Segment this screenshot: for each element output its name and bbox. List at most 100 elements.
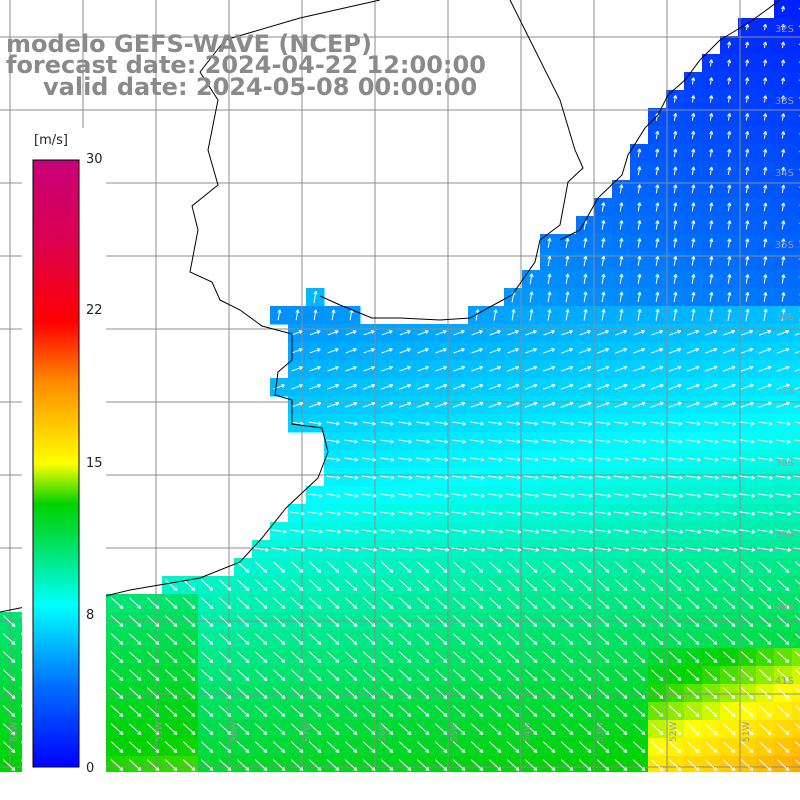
wind-arrow <box>547 273 552 285</box>
wind-arrow <box>667 511 684 516</box>
wind-arrow <box>709 202 714 212</box>
wind-arrow <box>727 256 732 266</box>
wind-arrow <box>547 255 552 267</box>
colorbar <box>22 128 106 778</box>
wind-arrow <box>398 421 412 426</box>
wind-arrow <box>595 475 611 480</box>
wind-arrow <box>362 633 376 645</box>
wind-arrow <box>721 547 738 552</box>
wind-arrow <box>398 579 412 591</box>
wind-arrow <box>781 131 786 139</box>
wind-cell <box>792 288 800 307</box>
wind-arrow <box>578 741 592 753</box>
wind-arrow <box>744 23 750 31</box>
wind-arrow <box>416 705 430 717</box>
wind-arrow <box>667 529 684 534</box>
wind-arrow <box>524 705 538 717</box>
wind-arrow <box>668 651 682 663</box>
wind-arrow <box>667 547 684 552</box>
wind-arrow <box>541 475 557 480</box>
wind-arrow <box>182 741 196 753</box>
wind-arrow <box>451 475 467 480</box>
wind-arrow <box>758 723 772 735</box>
wind-arrow <box>794 759 800 765</box>
wind-arrow <box>524 579 538 591</box>
wind-arrow <box>434 457 449 462</box>
wind-arrow <box>542 365 556 372</box>
wind-arrow <box>704 401 718 408</box>
wind-arrow <box>277 309 282 321</box>
wind-arrow <box>506 439 521 444</box>
wind-cell <box>792 126 800 145</box>
wind-arrow <box>631 529 648 534</box>
wind-arrow <box>757 457 773 462</box>
wind-arrow <box>524 421 538 426</box>
wind-arrow <box>344 439 358 444</box>
wind-cell <box>792 756 800 775</box>
wind-arrow <box>704 561 718 573</box>
wind-arrow <box>637 202 642 212</box>
wind-arrow <box>254 597 268 609</box>
wind-arrow <box>434 687 448 699</box>
wind-arrow <box>434 669 448 681</box>
wind-arrow <box>601 255 606 266</box>
wind-arrow <box>632 705 646 717</box>
wind-arrow <box>745 77 750 85</box>
wind-arrow <box>776 687 790 699</box>
wind-arrow <box>596 741 610 753</box>
wind-arrow <box>740 561 754 573</box>
wind-arrow <box>775 547 792 552</box>
wind-arrow <box>309 348 321 354</box>
wind-arrow <box>309 401 322 408</box>
wind-arrow <box>691 77 696 85</box>
wind-arrow <box>272 561 286 573</box>
wind-arrow <box>650 579 664 591</box>
wind-arrow <box>709 291 714 302</box>
wind-arrow <box>596 615 610 627</box>
wind-arrow <box>110 741 124 753</box>
wind-arrow <box>596 633 610 645</box>
wind-arrow <box>290 579 304 591</box>
wind-arrow <box>182 705 196 717</box>
wind-arrow <box>709 184 714 194</box>
wind-arrow <box>470 669 484 681</box>
wind-arrow <box>254 705 268 717</box>
wind-arrow <box>128 615 142 627</box>
wind-arrow <box>601 273 606 285</box>
wind-cell <box>792 450 800 469</box>
wind-arrow <box>164 687 178 699</box>
wind-arrow <box>309 383 322 390</box>
wind-arrow <box>200 723 214 735</box>
wind-arrow <box>542 615 556 627</box>
wind-arrow <box>380 579 394 591</box>
wind-arrow <box>758 633 772 645</box>
wind-arrow <box>619 202 624 212</box>
wind-arrow <box>507 330 519 336</box>
wind-arrow <box>596 705 610 717</box>
wind-arrow <box>488 705 502 717</box>
wind-arrow <box>560 401 574 408</box>
wind-arrow <box>470 759 484 771</box>
wind-arrow <box>560 723 574 735</box>
wind-arrow <box>794 561 800 567</box>
wind-arrow <box>669 329 682 336</box>
wind-arrow <box>667 457 683 462</box>
wind-arrow <box>595 493 611 498</box>
wind-arrow <box>722 759 736 771</box>
wind-arrow <box>781 292 786 302</box>
wind-arrow <box>739 475 755 480</box>
wind-arrow <box>740 687 754 699</box>
wind-arrow <box>434 439 449 444</box>
wind-arrow <box>685 421 701 426</box>
wind-arrow <box>505 511 521 516</box>
wind-arrow <box>434 561 448 573</box>
wind-arrow <box>596 669 610 681</box>
wind-arrow <box>506 651 520 663</box>
wind-arrow <box>560 633 574 645</box>
wind-arrow <box>722 633 736 645</box>
wind-arrow <box>727 274 732 284</box>
wind-arrow <box>619 273 624 285</box>
wind-arrow <box>704 615 718 627</box>
wind-arrow <box>110 597 124 609</box>
wind-arrow <box>236 579 250 591</box>
